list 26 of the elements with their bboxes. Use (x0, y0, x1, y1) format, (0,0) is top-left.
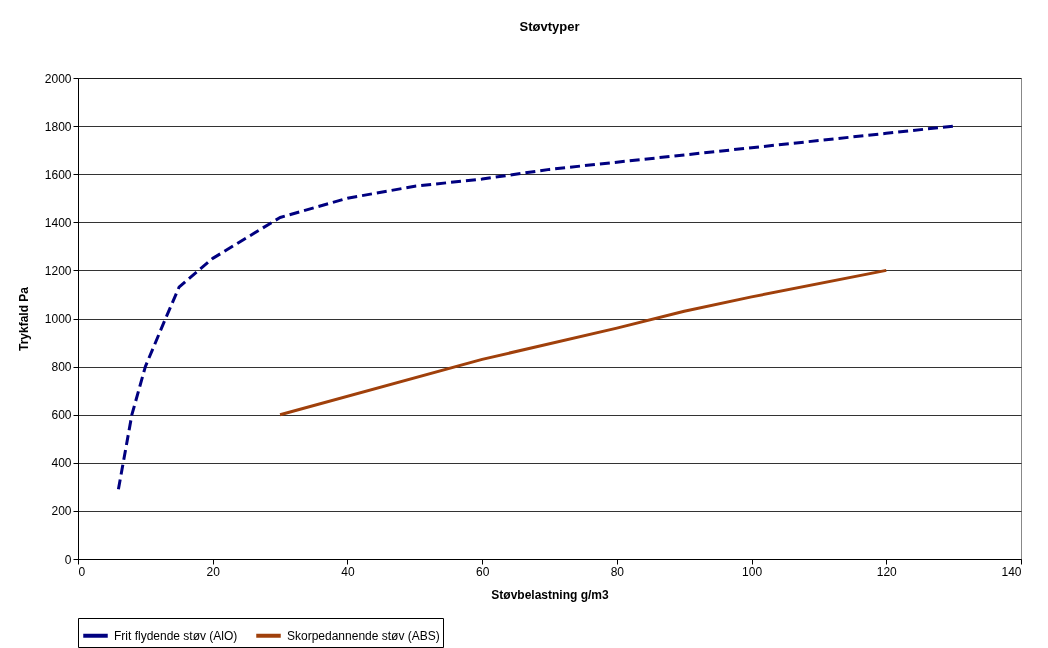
x-tick-label: 140 (1001, 564, 1022, 579)
x-axis-title: Støvbelastning g/m3 (491, 587, 609, 602)
legend-label: Frit flydende støv (AlO) (114, 628, 238, 643)
x-tick-label: 40 (341, 564, 355, 579)
y-tick-label: 2000 (44, 71, 72, 86)
y-tick-label: 600 (51, 408, 72, 423)
y-tick-label: 400 (51, 456, 72, 471)
y-tick-label: 1800 (44, 119, 72, 134)
x-tick-label: 120 (876, 564, 898, 579)
y-tick-label: 1000 (44, 312, 72, 326)
chart-title: Støvtyper (519, 19, 580, 34)
x-tick-label: 20 (206, 564, 221, 579)
x-tick-label: 60 (475, 564, 490, 579)
x-tick-label: 80 (610, 564, 625, 579)
legend-label: Skorpedannende støv (ABS) (287, 628, 440, 643)
x-tick-label: 0 (78, 564, 86, 579)
line-series (278, 268, 888, 417)
y-tick-label: 800 (51, 360, 72, 375)
y-tick-label: 1600 (44, 167, 72, 182)
y-tick-label: 0 (64, 552, 72, 567)
y-axis-title: Trykfald Pa (16, 286, 31, 352)
x-tick-label: 100 (742, 564, 763, 579)
y-tick-label: 1200 (44, 263, 72, 278)
y-tick-label: 1400 (44, 215, 72, 230)
line-series (116, 124, 956, 491)
y-tick-label: 200 (51, 504, 72, 519)
